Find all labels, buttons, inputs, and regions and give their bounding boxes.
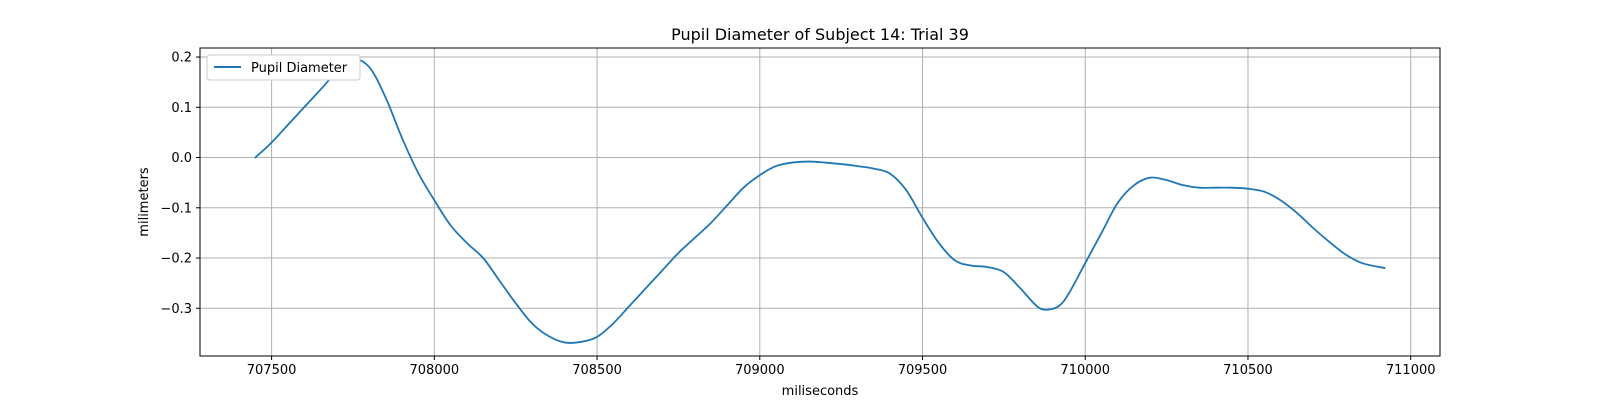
- legend: Pupil Diameter: [206, 54, 361, 81]
- y-tick-label: −0.2: [160, 252, 192, 267]
- y-tick-label: −0.1: [160, 201, 192, 216]
- y-tick-label: 0.0: [171, 151, 192, 166]
- legend-box: [206, 54, 361, 81]
- x-tick-label: 711000: [1386, 363, 1436, 378]
- x-tick-label: 709500: [898, 363, 948, 378]
- x-tick-label: 708500: [572, 363, 622, 378]
- plot-background: [200, 48, 1440, 356]
- y-tick-label: −0.3: [160, 302, 192, 317]
- x-tick-label: 709000: [735, 363, 785, 378]
- series-line-pupil-diameter: [254, 58, 1386, 344]
- x-tick-label: 707500: [247, 363, 297, 378]
- plot-frame: [199, 47, 1441, 357]
- x-tick-label: 710500: [1223, 363, 1273, 378]
- legend-label: Pupil Diameter: [251, 61, 348, 76]
- y-tick-label: 0.1: [171, 101, 192, 116]
- x-tick-label: 710000: [1060, 363, 1110, 378]
- y-axis-label: milimeters: [137, 167, 152, 237]
- chart-title: Pupil Diameter of Subject 14: Trial 39: [671, 25, 969, 44]
- ticks-layer: 707500 708000 708500 709000 709500 710000 7105…: [160, 51, 1435, 378]
- series-layer: [254, 58, 1386, 344]
- grid-layer: [200, 48, 1440, 356]
- x-tick-label: 708000: [410, 363, 460, 378]
- x-axis-label: miliseconds: [782, 384, 859, 399]
- y-tick-label: 0.2: [171, 51, 192, 66]
